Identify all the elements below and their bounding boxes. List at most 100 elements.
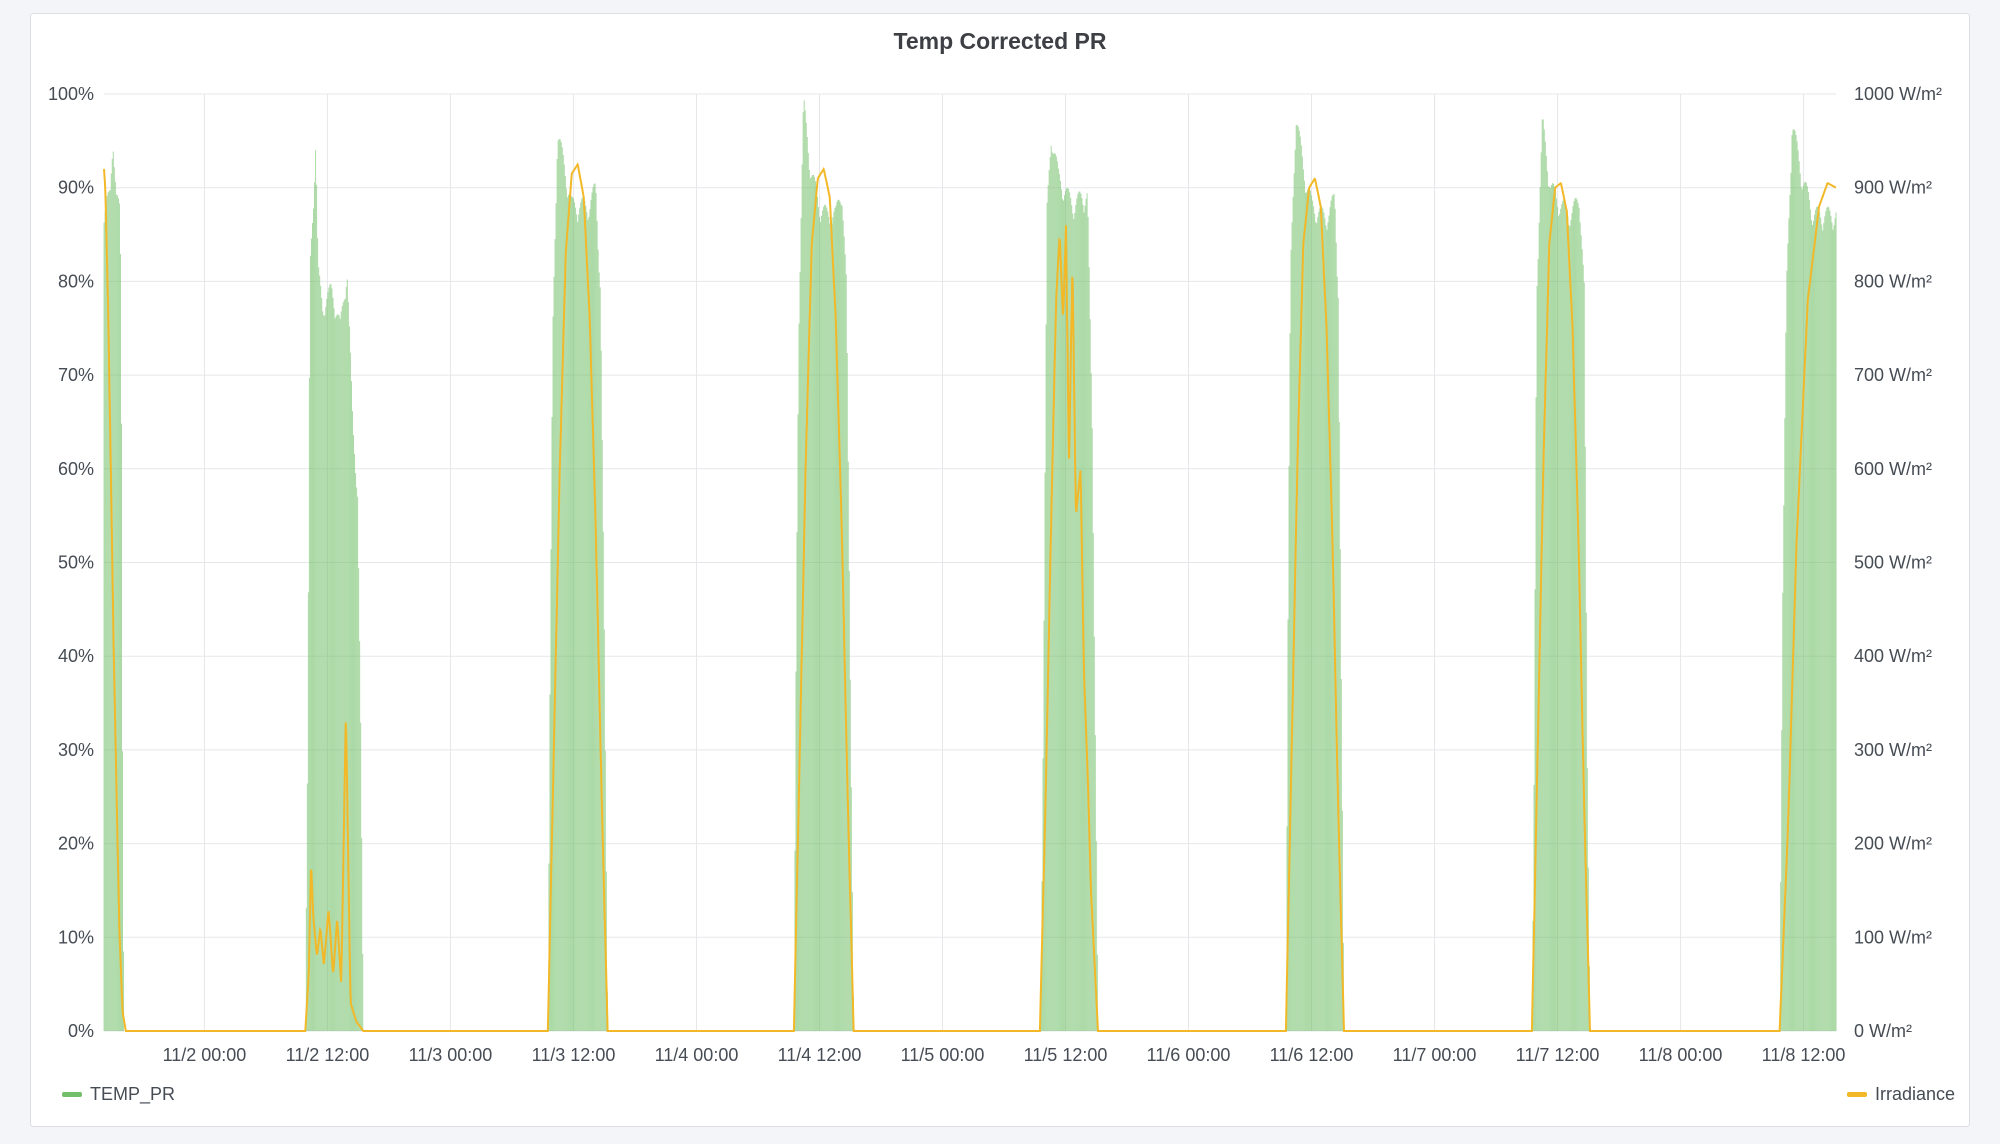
temp-pr-bar [567,195,569,1032]
temp-pr-bar [1067,187,1069,1031]
temp-pr-bar [1806,186,1808,1031]
temp-pr-bar [115,194,117,1031]
temp-pr-bar [1090,373,1092,1031]
temp-pr-bar [1810,220,1812,1031]
temp-pr-bar [1574,198,1576,1031]
temp-pr-bar [123,951,125,1031]
temp-pr-bar [1544,141,1546,1031]
temp-pr-bar [1559,213,1561,1031]
temp-pr-bar [825,205,827,1032]
x-tick-label: 11/3 12:00 [532,1045,616,1065]
temp-pr-bar [1324,218,1326,1032]
temp-pr-bar [344,298,346,1031]
temp-pr-bar [833,211,835,1032]
temp-pr-bar [310,238,312,1032]
temp-pr-bar [317,238,319,1031]
temp-pr-bar [1545,155,1547,1032]
temp-pr-bar [351,411,353,1031]
temp-pr-bar [1831,222,1833,1031]
temp-pr-bar [1078,191,1080,1032]
temp-pr-bar [352,435,354,1031]
temp-pr-bar [797,414,799,1031]
temp-pr-bar [319,275,321,1031]
temp-pr-bar [581,198,583,1031]
temp-pr-bar [117,198,119,1032]
temp-pr-bar [120,423,122,1031]
temp-pr-bar [1552,183,1554,1031]
temp-pr-bar [1565,204,1567,1032]
x-tick-label: 11/6 12:00 [1270,1045,1354,1065]
temp-pr-bar [1805,182,1807,1032]
temp-pr-bar [333,308,335,1031]
x-tick-label: 11/2 00:00 [163,1045,247,1065]
temp-pr-bar [343,299,345,1031]
temp-pr-bar [826,207,828,1031]
temp-pr-bar [815,187,817,1032]
temp-pr-bar [1319,208,1321,1032]
temp-pr-bar [313,208,315,1032]
temp-pr-bar [591,192,593,1031]
temp-pr-bar [335,316,337,1031]
y-right-tick-label: 400 W/m² [1854,646,1932,666]
temp-pr-bar [599,287,601,1031]
temp-pr-bar [841,205,843,1032]
irradiance-series-line [103,162,1837,1032]
temp-pr-bar [1823,222,1825,1031]
temp-pr-bar [1295,124,1297,1031]
temp-pr-bar [1336,276,1338,1031]
temp-pr-bar [1830,215,1832,1031]
temp-pr-bar [1330,200,1332,1031]
temp-pr-bar [1829,210,1831,1031]
temp-pr-bar [1782,592,1784,1031]
temp-pr-bar [1548,186,1550,1031]
temp-pr-bar [839,201,841,1032]
legend-irradiance[interactable]: Irradiance [1846,1084,1955,1105]
temp-pr-bar [562,154,564,1031]
temp-pr-bar [574,202,576,1031]
temp-pr-bar [1570,219,1572,1032]
temp-pr-bar [1798,161,1800,1031]
temp-pr-bar [1066,188,1068,1032]
temp-pr-bar [1811,224,1813,1032]
temp-pr-bar [800,218,802,1032]
temp-pr-bar [813,176,815,1032]
temp-pr-bar [1046,202,1048,1032]
temp-pr-bar [1576,199,1578,1032]
temp-pr-bar [1783,505,1785,1031]
temp-pr-bar [1787,243,1789,1032]
y-left-tick-label: 40% [58,646,94,666]
temp-pr-bar [1077,193,1079,1031]
temp-pr-bar [1797,150,1799,1031]
temp-pr-bar [1047,185,1049,1032]
temp-pr-bar [1318,211,1320,1031]
temp-pr-bar [1814,214,1816,1032]
temp-pr-bar [1542,119,1544,1032]
temp-pr-bar [798,323,800,1031]
temp-pr-bar [345,286,347,1031]
temp-pr-bar [554,239,556,1032]
temp-pr-bar [1339,549,1341,1031]
temp-pr-bar [823,206,825,1031]
temp-pr-bar [550,549,552,1031]
temp-pr-bar [569,193,571,1032]
temp-pr-bar [1549,187,1551,1031]
temp-pr-bar [1297,126,1299,1032]
legend-temp-pr[interactable]: TEMP_PR [62,1084,175,1105]
temp-pr-bar [324,315,326,1031]
temp-pr-bar [341,305,343,1031]
x-tick-label: 11/3 00:00 [409,1045,493,1065]
temp-pr-bar [1809,209,1811,1031]
legend-irradiance-swatch [1846,1092,1867,1097]
temp-pr-bar [814,181,816,1031]
temp-pr-bar [328,287,330,1031]
temp-pr-bar [806,137,808,1031]
temp-pr-bar [1558,216,1560,1032]
temp-pr-bar [1300,145,1302,1031]
temp-pr-bar [604,750,606,1031]
temp-pr-bar [795,671,797,1031]
temp-pr-bar [1819,212,1821,1032]
temp-pr-bar [1790,172,1792,1032]
temp-pr-bar [1296,125,1298,1032]
temp-pr-bar [811,174,813,1031]
temp-pr-bar [110,173,112,1031]
